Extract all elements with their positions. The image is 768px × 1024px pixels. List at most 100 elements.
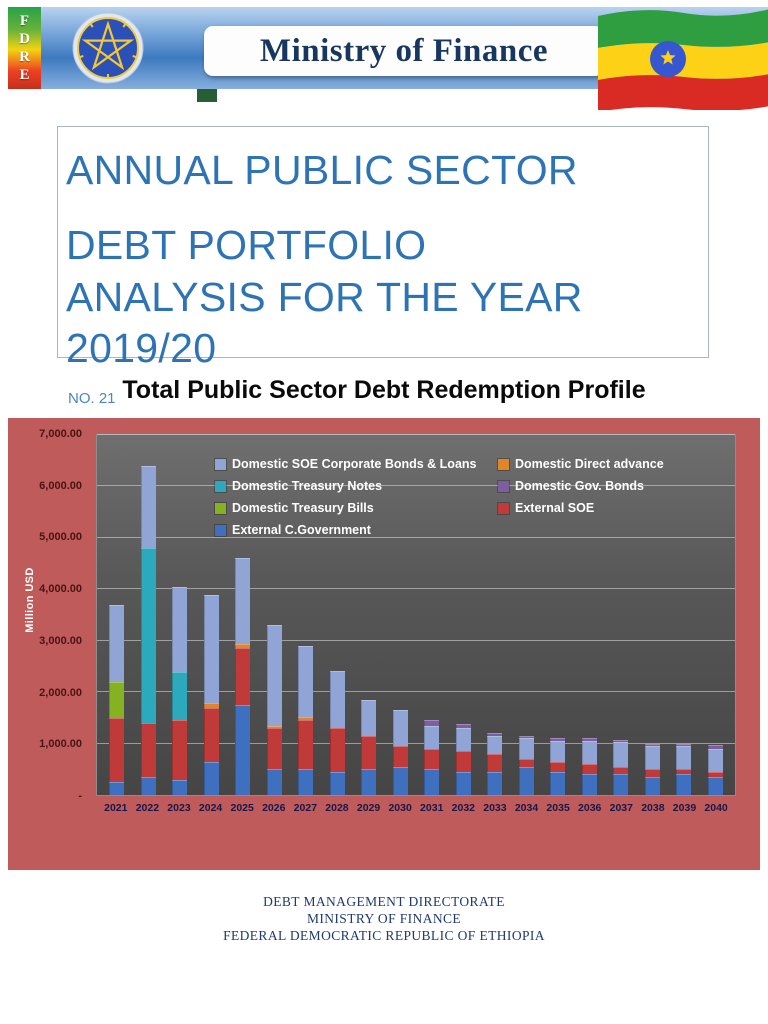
bar-2022 [140,435,156,795]
y-tick-label: 2,000.00 [39,686,82,699]
bar-segment [644,746,660,770]
bar-segment [203,595,219,704]
bar-segment [392,746,408,767]
plot-area: Domestic SOE Corporate Bonds & Loans Dome… [96,434,736,796]
bar-segment [298,720,314,770]
bar-2030 [392,435,408,795]
legend-item: Domestic Treasury Bills [215,501,498,515]
bar-2032 [455,435,471,795]
legend-swatch-icon [215,458,226,470]
bar-segment [109,782,125,795]
x-tick-label: 2031 [420,802,444,814]
bar-segment [392,766,408,795]
bar-segment [298,769,314,795]
bar-segment [581,774,597,795]
bar-segment [298,645,314,718]
x-tick-label: 2036 [578,802,602,814]
bar-segment [487,771,503,795]
ethiopia-emblem-icon [72,12,144,84]
bar-2026 [266,435,282,795]
bar-2036 [581,435,597,795]
bar-segment [172,586,188,672]
bar-segment [581,738,597,742]
bar-segment [550,738,566,742]
bar-2039 [676,435,692,795]
legend-item: Domestic Direct advance [498,457,664,471]
bar-2031 [424,435,440,795]
bar-segment [550,741,566,762]
bar-segment [109,681,125,718]
bar-segment [235,705,251,795]
bar-segment [707,744,723,749]
x-tick-label: 2039 [672,802,697,814]
bar-segment [203,703,219,708]
bar-segment [172,671,188,721]
bar-segment [487,753,503,772]
ethiopian-flag-icon [598,4,768,112]
bar-segment [455,724,471,729]
x-tick-label: 2021 [104,802,128,814]
x-tick-label: 2029 [356,802,381,814]
bar-segment [329,670,345,729]
bar-segment [203,761,219,795]
bar-2035 [550,435,566,795]
chart-legend: Domestic SOE Corporate Bonds & Loans Dome… [215,457,664,537]
x-tick-label: 2033 [483,802,507,814]
fdre-letter: F [19,12,30,29]
bar-2037 [613,435,629,795]
bar-segment [676,743,692,747]
legend-label: External SOE [515,501,595,515]
bar-segment [140,723,156,777]
x-tick-label: 2027 [293,802,318,814]
bar-segment [266,728,282,770]
bar-segment [329,728,345,772]
bar-2027 [298,435,314,795]
bar-segment [518,738,534,760]
bar-2025 [235,435,251,795]
gridline [97,639,735,641]
y-tick-label: 4,000.00 [39,583,82,596]
ministry-title: Ministry of Finance [259,32,549,69]
bar-segment [707,771,723,777]
x-tick-label: 2026 [262,802,286,814]
bar-segment [613,774,629,795]
bar-segment [550,761,566,772]
bar-segment [266,769,282,795]
legend-label: Domestic Treasury Bills [232,501,374,515]
bar-segment [550,771,566,795]
bar-2028 [329,435,345,795]
bar-2040 [707,435,723,795]
report-title-box: ANNUAL PUBLIC SECTOR DEBT PORTFOLIO ANAL… [57,126,709,407]
fdre-letter: R [19,48,30,65]
bar-2034 [518,435,534,795]
bar-segment [361,769,377,795]
bar-segment [140,548,156,723]
bar-2033 [487,435,503,795]
bar-2024 [203,435,219,795]
x-tick-label: 2024 [198,802,223,814]
bar-segment [235,558,251,645]
bar-segment [140,465,156,549]
x-tick-label: 2028 [325,802,349,814]
bar-segment [518,766,534,795]
bar-segment [203,707,219,762]
gridline [97,536,735,538]
x-tick-label: 2035 [546,802,570,814]
bar-segment [298,717,314,721]
legend-item: External SOE [498,501,664,515]
x-tick-label: 2040 [704,802,728,814]
legend-swatch-icon [215,524,226,536]
y-tick-label: 7,000.00 [39,428,82,440]
legend-item: Domestic Gov. Bonds [498,479,664,493]
bar-segment [109,604,125,682]
bar-segment [109,717,125,783]
legend-swatch-icon [215,502,226,514]
x-tick-label: 2037 [609,802,633,814]
ministry-title-plate: Ministry of Finance [204,26,604,76]
legend-swatch-icon [498,480,509,492]
legend-label: Domestic Gov. Bonds [515,479,644,493]
report-title-line2: DEBT PORTFOLIO ANALYSIS FOR THE YEAR 201… [66,222,583,371]
footer-line: FEDERAL DEMOCRATIC REPUBLIC OF ETHIOPIA [223,928,545,943]
